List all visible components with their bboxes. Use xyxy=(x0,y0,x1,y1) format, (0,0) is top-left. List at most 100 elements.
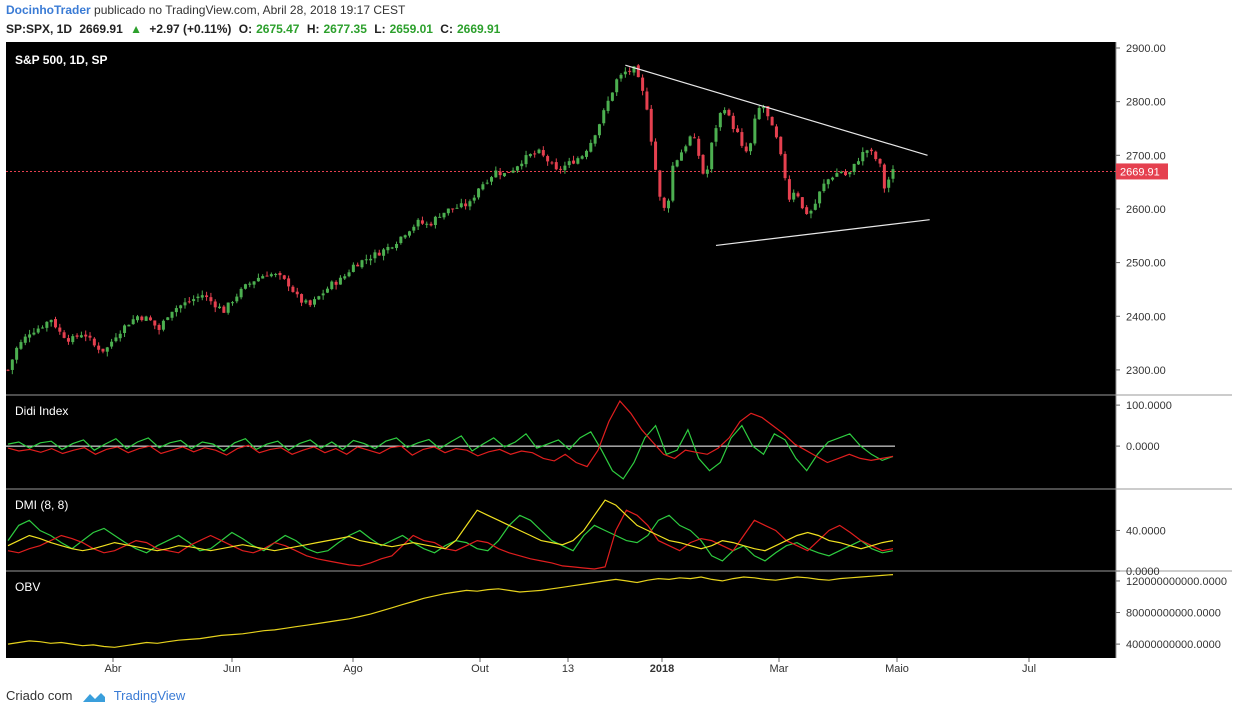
candle-body xyxy=(407,231,411,236)
candle-body xyxy=(813,203,817,210)
candle-body xyxy=(79,335,83,338)
candle-body xyxy=(140,316,144,321)
price-tick-label: 2500.00 xyxy=(1126,258,1166,270)
time-tick-label: Out xyxy=(471,663,489,675)
candle-body xyxy=(688,136,692,146)
candle-body xyxy=(148,317,152,321)
candle-body xyxy=(239,288,243,298)
candle-body xyxy=(468,201,472,207)
candle-body xyxy=(671,165,675,201)
price-tick-label: 2900.00 xyxy=(1126,43,1166,55)
candle-body xyxy=(438,216,442,218)
publish-text: publicado no TradingView.com, Abril 28, … xyxy=(94,3,406,17)
candle-body xyxy=(338,277,342,285)
candle-body xyxy=(174,308,178,313)
candle-body xyxy=(390,247,394,249)
candle-body xyxy=(697,138,701,156)
indicator-series-line xyxy=(7,509,894,570)
obv-line xyxy=(7,574,894,648)
candle-body xyxy=(300,294,304,303)
candle-body xyxy=(92,338,96,346)
candle-body xyxy=(382,249,386,256)
candle-body xyxy=(360,260,364,268)
chart-area[interactable]: S&P 500, 1D, SP 2900.00 2800.00 2700.00 2600… xyxy=(0,42,1239,678)
candle-body xyxy=(848,172,852,175)
candle-body xyxy=(334,281,338,285)
candle-body xyxy=(515,166,519,171)
candle-body xyxy=(520,163,524,167)
candle-body xyxy=(256,277,260,282)
candle-body xyxy=(416,219,420,227)
candle-body xyxy=(749,143,753,152)
author-link[interactable]: DocinhoTrader xyxy=(6,3,91,17)
candle-body xyxy=(71,336,75,343)
candle-body xyxy=(645,91,649,110)
candle-body xyxy=(75,335,79,337)
candle-body xyxy=(524,155,528,165)
candle-body xyxy=(602,110,606,124)
candle-body xyxy=(420,220,424,224)
close-value: 2669.91 xyxy=(456,22,501,36)
candle-body xyxy=(49,319,53,323)
candle-body xyxy=(757,108,761,120)
time-tick-label: Jun xyxy=(223,663,241,675)
indicator-tick-label: 40000000000.0000 xyxy=(1126,639,1221,651)
tradingview-link[interactable]: TradingView xyxy=(113,688,186,703)
candle-body xyxy=(826,179,830,185)
candle-body xyxy=(649,108,653,142)
candle-body xyxy=(472,197,476,201)
candle-body xyxy=(356,264,360,267)
candle-body xyxy=(291,286,295,292)
indicator-title: OBV xyxy=(15,580,40,594)
candle-body xyxy=(131,319,135,325)
price-axis xyxy=(1116,42,1234,658)
candle-body xyxy=(170,311,174,318)
candle-body xyxy=(878,158,882,164)
candle-body xyxy=(554,162,558,170)
candle-body xyxy=(498,171,502,176)
up-arrow-icon: ▲ xyxy=(130,22,142,36)
symbol-label: SP:SPX, 1D xyxy=(6,22,73,36)
footer: Criado com TradingView xyxy=(6,688,185,703)
candle-body xyxy=(567,161,571,166)
candle-body xyxy=(97,345,101,350)
candle-body xyxy=(343,276,347,279)
candle-body xyxy=(166,317,170,320)
change-value: +2.97 (+0.11%) xyxy=(149,22,232,36)
candle-body xyxy=(101,348,105,352)
candle-body xyxy=(792,192,796,200)
candle-body xyxy=(153,320,157,326)
candle-body xyxy=(6,369,10,371)
indicator-tick-label: 100.0000 xyxy=(1126,400,1172,412)
time-tick-label: Mar xyxy=(770,663,789,675)
price-tick-label: 2300.00 xyxy=(1126,365,1166,377)
candle-body xyxy=(701,154,705,174)
plot-background xyxy=(6,42,1116,658)
candle-body xyxy=(593,135,597,144)
candle-body xyxy=(205,295,209,298)
high-label: H: xyxy=(306,22,320,36)
candle-body xyxy=(783,153,787,179)
trendline xyxy=(715,219,930,247)
candle-body xyxy=(800,197,804,209)
candle-body xyxy=(412,226,416,231)
candle-body xyxy=(882,164,886,189)
close-label: C: xyxy=(440,22,453,36)
candle-body xyxy=(41,327,45,329)
candle-body xyxy=(615,79,619,93)
candle-body xyxy=(200,295,204,298)
open-value: 2675.47 xyxy=(256,22,300,36)
indicator-series-line xyxy=(7,424,894,480)
price-pane-title: S&P 500, 1D, SP xyxy=(15,53,108,67)
candle-body xyxy=(369,258,373,261)
candle-body xyxy=(235,296,239,302)
candle-body xyxy=(528,153,532,157)
candle-body xyxy=(844,171,848,176)
candle-body xyxy=(304,300,308,303)
high-value: 2677.35 xyxy=(323,22,367,36)
candle-body xyxy=(114,337,118,342)
candle-body xyxy=(196,296,200,299)
candle-body xyxy=(481,184,485,190)
candle-body xyxy=(654,141,658,170)
candle-body xyxy=(192,299,196,302)
